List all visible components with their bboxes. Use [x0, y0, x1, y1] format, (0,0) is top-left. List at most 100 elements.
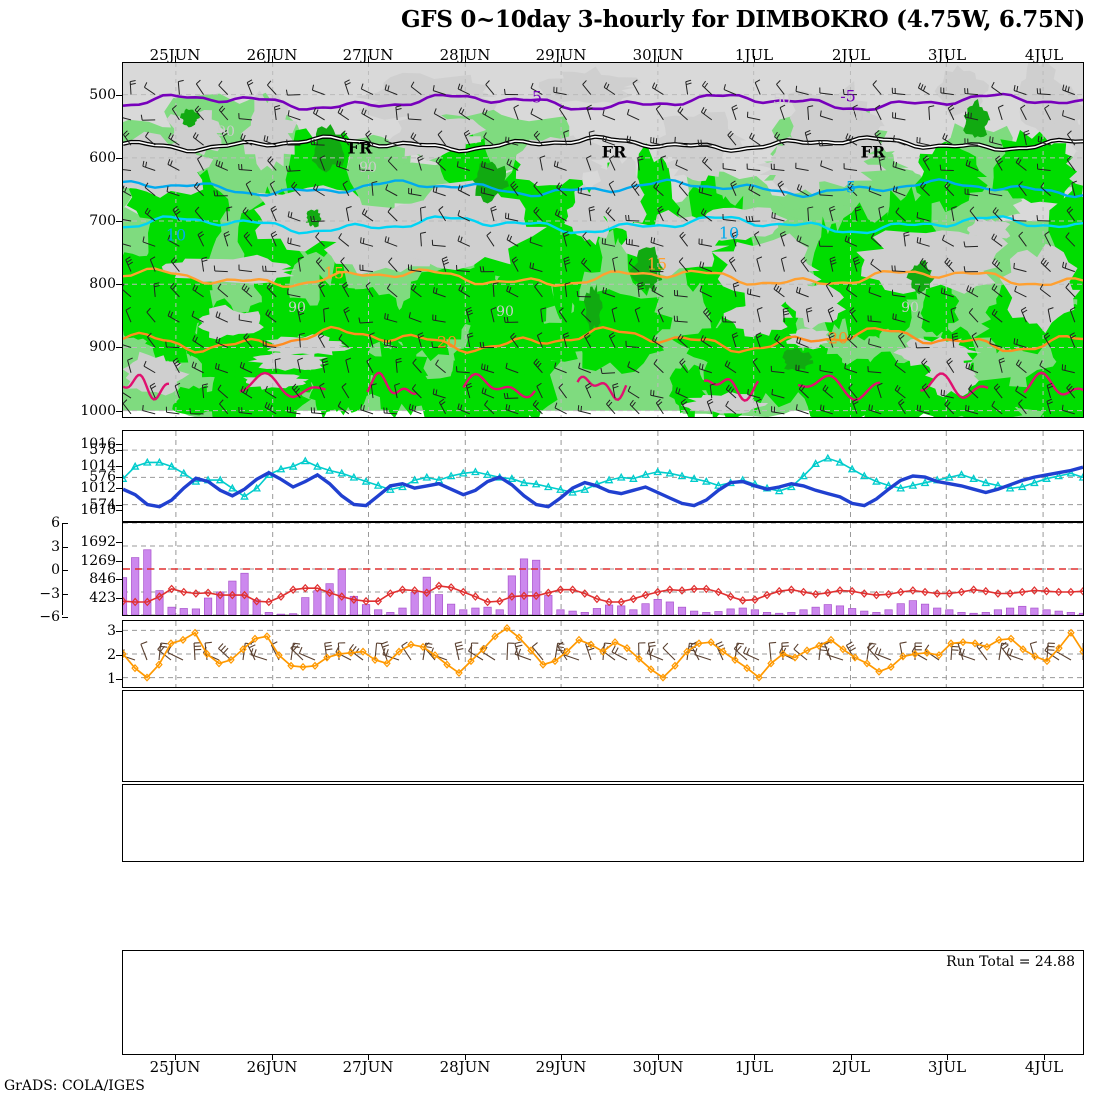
rh-ghost-label: 50: [773, 92, 791, 108]
date-tick-top: [272, 56, 273, 62]
date-tick-top: [658, 56, 659, 62]
slp-tick: [116, 488, 123, 490]
slp-thickness-panel[interactable]: [122, 430, 1084, 522]
contour-label: 20: [827, 328, 849, 348]
contour-label: FR: [601, 142, 627, 162]
date-tick-top: [561, 56, 562, 62]
date-label-top: 27JUN: [342, 46, 394, 64]
contour-label: 20: [436, 332, 458, 352]
slp-tick-label: 1016: [80, 436, 116, 453]
date-label-top: 30JUN: [632, 46, 684, 64]
lifted-index-tick-label: −3: [39, 585, 60, 602]
date-tick-bottom: [561, 1055, 562, 1060]
thickness-tick-label: 578: [89, 442, 116, 459]
contour-label: FR: [347, 138, 373, 158]
contour-label: 10: [718, 223, 740, 243]
date-label-bottom: 30JUN: [632, 1058, 684, 1076]
date-tick-bottom: [368, 1055, 369, 1060]
lifted-index-tick-label: 6: [51, 515, 60, 531]
date-label-top: 28JUN: [439, 46, 491, 64]
slp-tick: [116, 466, 123, 468]
contour-label: 5: [531, 87, 543, 107]
cloud-cover-panel[interactable]: [122, 866, 1084, 948]
page-title: GFS 0~10day 3-hourly for DIMBOKRO (4.75W…: [400, 6, 1085, 33]
cape-tick: [116, 560, 123, 562]
wind-tick-label: 1: [107, 671, 116, 688]
pressure-tick: [116, 347, 123, 349]
rh-ghost-label: 90: [496, 304, 514, 320]
cape-tick-label: 423: [89, 590, 116, 607]
lifted-index-tick: [62, 546, 68, 548]
pressure-tick: [116, 410, 123, 412]
lifted-index-tick-label: −6: [39, 609, 60, 625]
contour-label: 5: [845, 177, 857, 197]
wind-tick: [116, 655, 123, 656]
lifted-index-axis-line: [62, 523, 63, 615]
wind-tick: [116, 679, 123, 681]
lifted-index-cape-plot: [123, 523, 1083, 615]
date-label-top: 3JUL: [927, 46, 967, 64]
date-label-top: 1JUL: [734, 46, 774, 64]
thickness-tick: [116, 477, 123, 479]
pressure-tick-label: 500: [89, 86, 116, 103]
rh-ghost-label: 70: [846, 109, 864, 125]
pressure-tick: [116, 221, 123, 223]
upper-air-plot: [123, 63, 1083, 417]
rh-ghost-label: 90: [288, 300, 306, 316]
credit-label: GrADS: COLA/IGES: [4, 1078, 145, 1094]
date-label-bottom: 29JUN: [535, 1058, 587, 1076]
date-tick-top: [368, 56, 369, 62]
lifted-index-tick: [62, 617, 68, 618]
cape-tick-label: 1692: [80, 533, 116, 550]
wind-tick-label: 3: [107, 622, 116, 639]
date-label-bottom: 25JUN: [149, 1058, 201, 1076]
temperature-panel[interactable]: [122, 690, 1084, 782]
precipitation-panel[interactable]: Run Total = 24.88: [122, 950, 1084, 1055]
date-label-bottom: 2JUL: [831, 1058, 871, 1076]
date-tick-bottom: [754, 1055, 755, 1060]
lifted-index-tick-label: 3: [51, 538, 60, 555]
date-label-top: 26JUN: [246, 46, 298, 64]
date-tick-top: [1044, 56, 1045, 62]
relative-humidity-plot: [123, 785, 1083, 861]
run-total-label: Run Total = 24.88: [946, 954, 1075, 970]
contour-label: FR: [860, 142, 886, 162]
pressure-tick-label: 800: [89, 276, 116, 293]
thickness-tick-label: 574: [89, 496, 116, 513]
temperature-plot: [123, 691, 1083, 781]
wind-tick-label: 2: [107, 647, 116, 663]
date-label-bottom: 28JUN: [439, 1058, 491, 1076]
pressure-tick: [116, 94, 123, 96]
cape-tick: [116, 579, 123, 581]
date-tick-bottom: [272, 1055, 273, 1060]
date-tick-bottom: [1044, 1055, 1045, 1060]
slp-tick-label: 1010: [80, 502, 116, 519]
date-tick-bottom: [465, 1055, 466, 1060]
rh-ghost-label: 90: [359, 160, 377, 176]
contour-label: 10: [165, 225, 187, 245]
upper-air-panel[interactable]: [122, 62, 1084, 418]
lifted-index-tick: [62, 523, 68, 524]
cape-tick-label: 1269: [80, 552, 116, 569]
cape-tick: [116, 541, 123, 543]
date-label-top: 4JUL: [1024, 46, 1064, 64]
date-label-bottom: 1JUL: [734, 1058, 774, 1076]
date-tick-top: [851, 56, 852, 62]
wind-speed-panel[interactable]: [122, 620, 1084, 688]
relative-humidity-panel[interactable]: [122, 784, 1084, 862]
pressure-tick-label: 700: [89, 213, 116, 230]
rh-ghost-label: 90: [217, 124, 235, 140]
wind-speed-plot: [123, 621, 1083, 687]
wind-tick: [116, 630, 123, 632]
date-tick-top: [175, 56, 176, 62]
date-tick-bottom: [947, 1055, 948, 1060]
date-label-bottom: 27JUN: [342, 1058, 394, 1076]
pressure-tick-label: 1000: [80, 402, 116, 419]
lifted-index-cape-panel[interactable]: [122, 522, 1084, 616]
date-tick-bottom: [175, 1055, 176, 1060]
slp-tick-label: 1014: [80, 458, 116, 475]
cape-tick-label: 846: [89, 571, 116, 588]
rh-ghost-label: 90: [901, 300, 919, 316]
thickness-tick: [116, 504, 123, 506]
cloud-cover-plot: [122, 866, 1084, 948]
